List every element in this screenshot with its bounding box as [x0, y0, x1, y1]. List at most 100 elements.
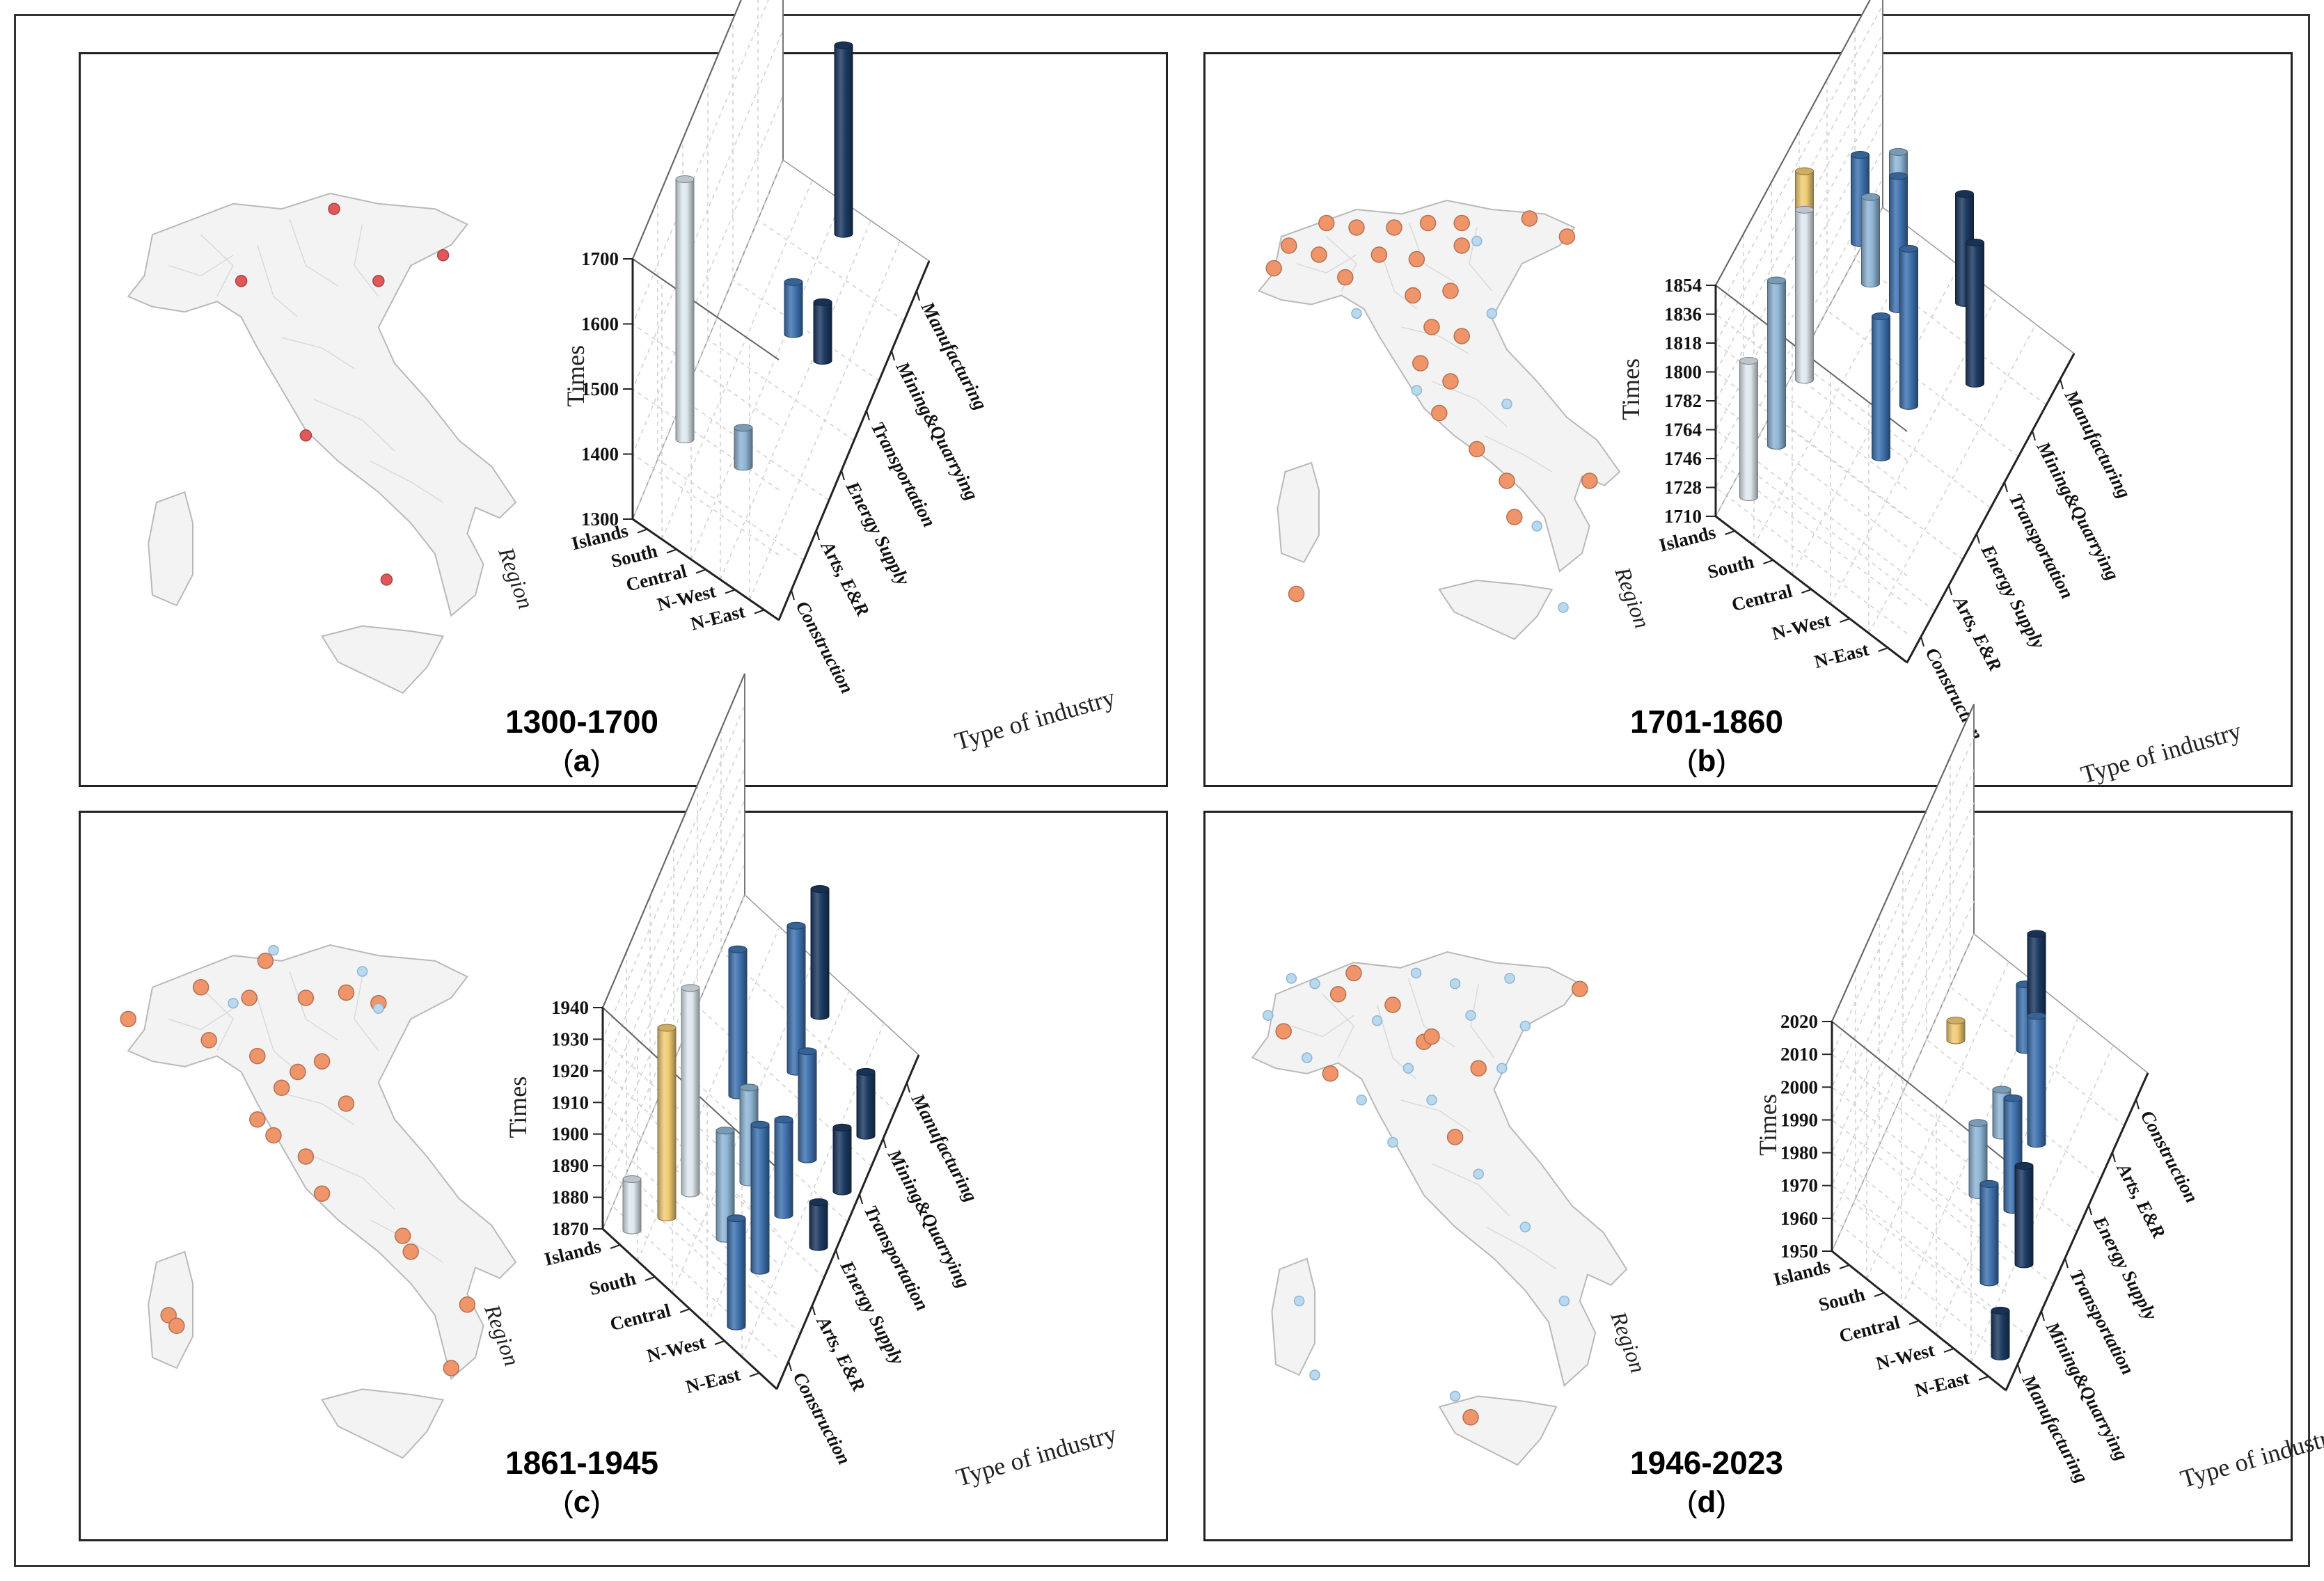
- orange-map-dot: [443, 1360, 459, 1376]
- region-tick: [1908, 1320, 1920, 1325]
- z-gridline: [1831, 868, 2007, 1326]
- blue-map-dot: [1449, 1390, 1461, 1402]
- bar-top: [1955, 190, 1974, 198]
- region-tick-label: Central: [608, 1300, 673, 1335]
- industry-tick-label: Construction: [1922, 644, 1988, 744]
- bar-c: [657, 1024, 677, 1222]
- z-tick-label: 1800: [1664, 362, 1702, 383]
- bar-top: [1946, 1017, 1966, 1025]
- region-tick: [1978, 1376, 1989, 1381]
- blue-map-dot: [228, 997, 239, 1009]
- z-tick-label: 1890: [551, 1155, 589, 1176]
- bar-b: [1767, 276, 1786, 450]
- region-axis-label: Region: [493, 543, 539, 612]
- map-border-line: [257, 997, 299, 1072]
- floor-gridline: [690, 200, 842, 560]
- orange-map-dot: [1275, 1023, 1292, 1040]
- orange-map-dot: [241, 990, 258, 1006]
- z-tick-label: 1818: [1664, 333, 1702, 353]
- orange-map-dot: [1506, 509, 1523, 525]
- orange-map-dot: [1265, 260, 1282, 277]
- industry-tick-label: Arts, E&R: [812, 1312, 869, 1395]
- orange-map-dot: [1386, 219, 1402, 236]
- orange-map-dot: [1462, 1409, 1479, 1426]
- floor-gridline: [661, 180, 813, 540]
- orange-map-dot: [200, 1032, 217, 1049]
- bar-c: [832, 1123, 852, 1195]
- industry-tick: [2017, 1363, 2021, 1374]
- italy-map-b: [1257, 199, 1621, 640]
- map-border-line: [1296, 254, 1357, 273]
- blue-map-dot: [1402, 1063, 1414, 1074]
- map-border-line: [200, 987, 234, 1051]
- orange-map-dot: [265, 1127, 282, 1144]
- floor-gridline: [720, 950, 896, 1111]
- bar-top: [798, 1047, 817, 1056]
- z-tick-label: 1782: [1664, 390, 1702, 411]
- bar-body: [1899, 248, 1918, 410]
- map-sardinia: [148, 491, 193, 607]
- region-tick-label: South: [609, 540, 660, 571]
- orange-map-dot: [1281, 237, 1297, 254]
- bar-top: [1851, 151, 1870, 159]
- italy-map-a: [127, 192, 517, 694]
- red-map-dot: [372, 275, 385, 287]
- period-title: 1946-2023: [1630, 1445, 1783, 1481]
- italy-map-d: [1251, 951, 1628, 1466]
- orange-map-dot: [1581, 472, 1598, 489]
- orange-map-dot: [1412, 355, 1429, 372]
- map-border-line: [313, 1156, 395, 1210]
- map-border-line: [168, 255, 234, 277]
- blue-map-dot: [1558, 602, 1569, 613]
- blue-map-dot: [1410, 967, 1422, 979]
- panel-a: 1300 1400 1500 1600 1700 Times N-East N-West Cen…: [79, 0, 1168, 787]
- bar-top: [750, 1120, 770, 1129]
- bar-body: [750, 1124, 770, 1275]
- bar-top: [809, 1198, 828, 1207]
- bar-body: [1991, 1310, 2010, 1360]
- bar-top: [622, 1175, 642, 1183]
- panel-letter: (a): [563, 744, 601, 778]
- orange-map-dot: [1453, 237, 1470, 254]
- bar-body: [734, 427, 753, 471]
- bar-body: [856, 1071, 876, 1140]
- bar-a: [734, 424, 753, 471]
- bar-top: [2014, 1161, 2034, 1170]
- map-border-line: [1408, 223, 1455, 283]
- map-border-line: [1486, 1226, 1557, 1270]
- panel-letter-text: d: [1698, 1485, 1716, 1519]
- bar-body: [1979, 1183, 1999, 1287]
- bar-top: [1889, 172, 1908, 180]
- red-map-dot: [235, 275, 248, 287]
- bar-body: [784, 281, 803, 338]
- map-border-line: [1470, 983, 1495, 1058]
- region-tick-label: N-West: [1770, 610, 1833, 644]
- floor-gridline: [697, 1006, 872, 1167]
- bar-c: [727, 1214, 746, 1330]
- blue-map-dot: [1504, 973, 1515, 984]
- panel-b-svg: 1710 1728 1746 1764 1782 1800 1818 1836 1854 Time…: [1257, 0, 2244, 789]
- floor-gridline: [1868, 324, 2037, 634]
- z-tick-label: 2000: [1780, 1076, 1818, 1097]
- bar-c: [716, 1127, 735, 1243]
- industry-tick: [2041, 1310, 2045, 1321]
- bar-d: [2014, 1161, 2034, 1269]
- orange-map-dot: [1442, 373, 1459, 390]
- z-tick-label: 1880: [551, 1187, 589, 1208]
- bar-top: [856, 1067, 876, 1076]
- map-border-line: [370, 1219, 443, 1263]
- industry-tick: [2032, 430, 2036, 441]
- chart-c: 1870 1880 1890 1900 1910 1920 1930 1940 Times N-E…: [480, 673, 1119, 1492]
- industry-tick: [841, 470, 845, 481]
- bar-body: [657, 1027, 677, 1222]
- region-tick: [645, 1276, 656, 1281]
- bar-b: [1966, 239, 1984, 388]
- map-sicily: [1438, 579, 1554, 640]
- map-border-line: [1400, 1099, 1471, 1132]
- map-border-line: [168, 1008, 234, 1031]
- z-tick-label: 1746: [1664, 448, 1702, 469]
- bar-body: [2027, 1015, 2046, 1148]
- map-mainland: [1251, 951, 1628, 1388]
- industry-tick-label: Construction: [792, 598, 858, 697]
- industry-axis: [1906, 353, 2076, 663]
